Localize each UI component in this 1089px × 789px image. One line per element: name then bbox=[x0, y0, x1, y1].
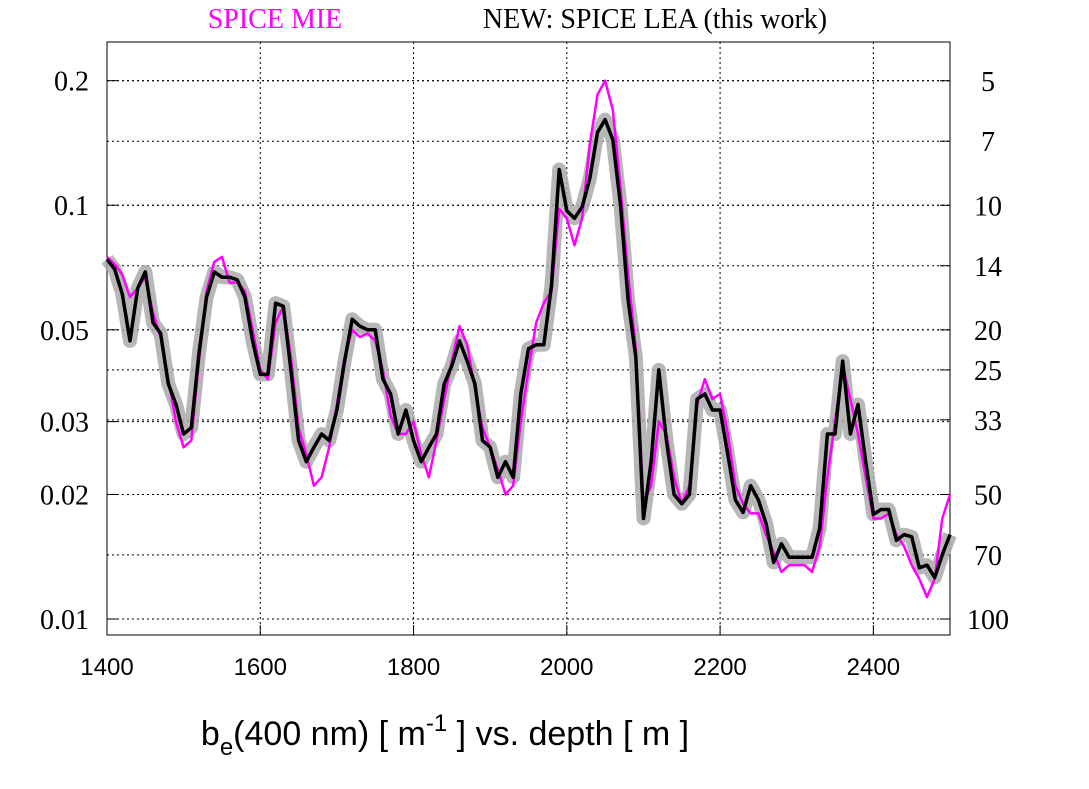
x-tick-label: 1600 bbox=[234, 654, 287, 681]
legend-entry: NEW: SPICE LEA (this work) bbox=[483, 4, 827, 35]
y-tick-label: 0.01 bbox=[40, 605, 89, 636]
y-tick-label: 0.2 bbox=[54, 67, 89, 98]
x-label-mid: (400 nm) [ m bbox=[233, 715, 426, 753]
y2-tick-label: 70 bbox=[974, 541, 1002, 572]
y2-tick-label: 50 bbox=[974, 480, 1002, 511]
y2-tick-label: 14 bbox=[974, 252, 1002, 283]
plot-frame bbox=[106, 41, 951, 636]
y2-tick-label: 20 bbox=[974, 316, 1002, 347]
x-label-end: ] vs. depth [ m ] bbox=[447, 715, 689, 753]
y2-tick-label: 10 bbox=[974, 191, 1002, 222]
series-line bbox=[106, 79, 952, 599]
y2-tick-label: 7 bbox=[981, 127, 995, 158]
x-label-sub: e bbox=[220, 734, 233, 761]
y-tick-label: 0.1 bbox=[54, 191, 89, 222]
x-tick-label: 1400 bbox=[80, 654, 133, 681]
x-label-sup: -1 bbox=[426, 710, 447, 737]
x-tick-label: 2000 bbox=[540, 654, 593, 681]
y-tick-label: 0.02 bbox=[40, 480, 89, 511]
y-tick-label: 0.03 bbox=[40, 408, 89, 439]
x-tick-label: 2200 bbox=[693, 654, 746, 681]
x-label-base: b bbox=[201, 715, 220, 753]
series-line bbox=[105, 117, 952, 580]
x-tick-label: 1800 bbox=[387, 654, 440, 681]
x-tick-label: 2400 bbox=[847, 654, 900, 681]
y-tick-label: 0.05 bbox=[40, 316, 89, 347]
y2-tick-label: 33 bbox=[974, 406, 1002, 437]
y2-tick-label: 5 bbox=[981, 67, 995, 98]
legend-entry: SPICE MIE bbox=[208, 4, 343, 35]
x-axis-label: be(400 nm) [ m-1 ] vs. depth [ m ] bbox=[201, 710, 689, 761]
y2-tick-label: 100 bbox=[967, 605, 1009, 636]
y2-tick-label: 25 bbox=[974, 356, 1002, 387]
